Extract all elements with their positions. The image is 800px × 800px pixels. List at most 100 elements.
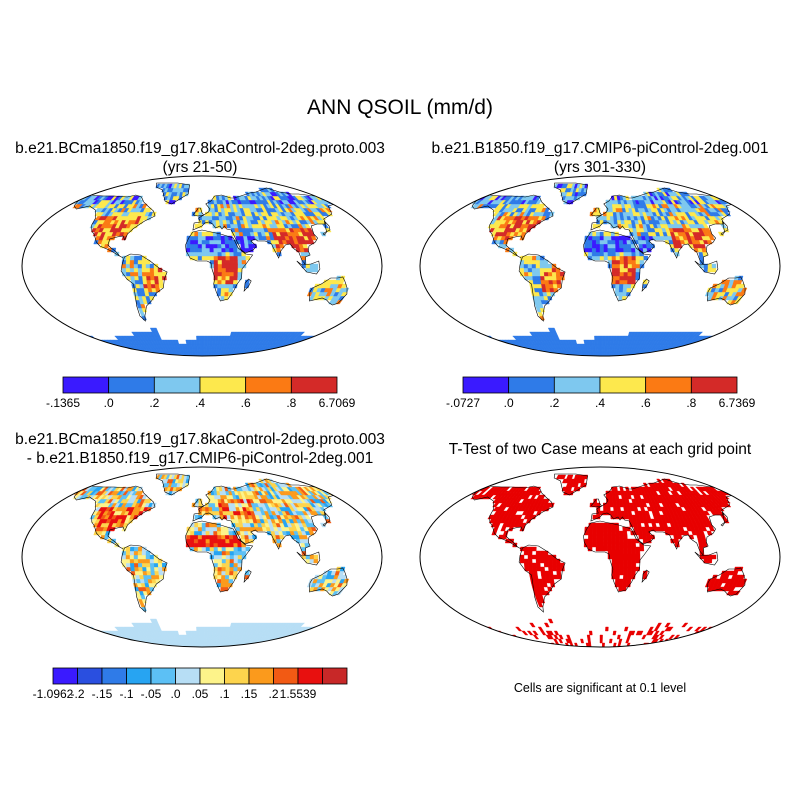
grid-cell [154,570,160,576]
grid-cell [591,534,597,540]
grid-cell [623,558,629,564]
grid-cell [478,339,488,345]
grid-cell [489,347,499,353]
grid-cell [294,347,304,353]
grid-cell [619,554,625,560]
grid-cell [233,554,239,560]
grid-cell [146,570,152,576]
grid-cell [508,347,517,353]
grid-cell [82,630,92,636]
grid-cell [539,267,545,273]
grid-cell [622,283,628,289]
grid-cell [199,630,203,636]
grid-cell [208,215,213,221]
grid-cell [587,638,591,644]
grid-cell [624,626,629,632]
grid-cell [739,283,745,289]
coastline [192,187,336,265]
grid-cell [88,343,98,349]
grid-cell [213,554,219,560]
grid-cell [143,642,150,647]
grid-cell [486,339,496,345]
grid-cell [185,538,191,544]
grid-cell [110,347,119,353]
grid-cell [623,566,629,572]
grid-cell [233,275,239,281]
grid-cell [599,255,605,261]
grid-cell [220,287,226,293]
grid-cell [693,351,703,356]
grid-cell [224,287,230,293]
grid-cell [539,550,545,556]
grid-cell [631,255,637,261]
grid-cell [535,554,541,560]
grid-cell [627,550,633,556]
grid-cell [553,630,560,636]
grid-cell [197,251,203,257]
grid-cell [271,642,280,647]
grid-cell [103,243,110,249]
coastline [73,485,156,550]
grid-cell [221,558,227,564]
grid-cell [658,642,666,647]
grid-cell [267,351,275,356]
grid-cell [201,231,207,237]
grid-cell [526,630,534,636]
grid-cell [626,578,632,584]
grid-cell [221,554,227,560]
grid-cell [707,554,713,560]
grid-cell [229,558,235,564]
grid-cell [233,263,239,269]
grid-cell [201,255,207,261]
grid-cell [615,554,621,560]
grid-cell [611,235,616,241]
grid-cell [110,638,119,644]
grid-cell [197,231,203,237]
grid-cell [599,335,604,341]
grid-cell [201,630,205,636]
grid-cell [229,570,234,576]
grid-cell [201,626,206,632]
grid-cell [592,231,597,237]
grid-cell [108,351,117,356]
grid-cell [306,634,316,640]
grid-cell [194,522,199,528]
grid-cell [603,538,609,544]
grid-cell [141,642,148,647]
grid-cell [211,506,217,512]
grid-cell [301,634,311,640]
grid-cell [623,275,629,281]
grid-cell [499,634,508,640]
grid-cell [614,526,620,532]
grid-cell [209,526,214,532]
grid-cell [314,339,324,345]
grid-cell [580,638,584,644]
grid-cell [519,558,525,564]
grid-cell [591,538,597,544]
grid-cell [696,351,706,356]
grid-cell [125,554,131,560]
grid-cell [603,530,608,536]
grid-cell [205,542,211,548]
grid-cell [108,347,117,353]
grid-cell [217,267,223,273]
grid-cell [133,550,139,556]
grid-cell [213,243,218,249]
grid-cell [197,235,203,241]
grid-cell [317,626,327,632]
grid-cell [289,347,299,353]
grid-cell [556,279,562,285]
grid-cell [80,630,90,636]
grid-cell [548,283,554,289]
grid-cell [696,642,706,647]
grid-cell [594,347,598,353]
grid-cell [611,562,617,568]
grid-cell [501,347,510,353]
grid-cell [201,219,206,225]
grid-cell [113,351,122,356]
grid-cell [196,347,200,353]
map-border [419,175,781,357]
grid-cell [615,279,620,285]
grid-cell [256,642,263,647]
grid-cell [142,566,147,572]
